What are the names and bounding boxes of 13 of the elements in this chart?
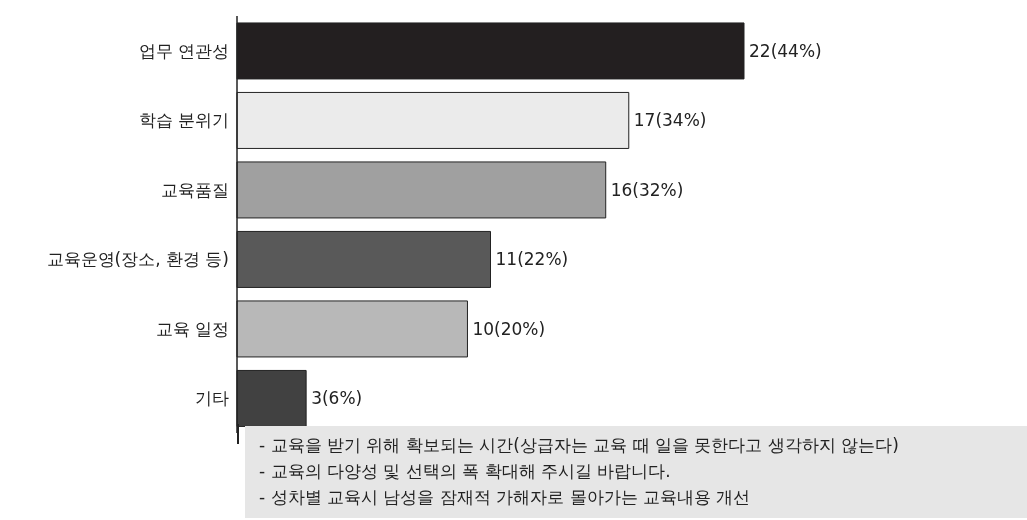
data-label: 16(32%): [610, 179, 684, 200]
data-label: 3(6%): [311, 388, 363, 409]
y-tick-label: 학습 분위기: [138, 110, 229, 131]
y-tick-label: 교육 일정: [155, 318, 229, 339]
y-tick-label: 교육운영(장소, 환경 등): [46, 249, 229, 270]
data-label: 10(20%): [472, 318, 546, 339]
y-tick-label: 업무 연관성: [138, 40, 229, 61]
data-label: 22(44%): [749, 40, 822, 61]
data-label: 17(34%): [633, 110, 707, 131]
note-box: - 교육을 받기 위해 확보되는 시간(상급자는 교육 때 일을 못한다고 생각하지 않는다) - 교육의 다양성 및 선택의 폭 확대해 주시길 바랍니다. - 성차별 교육시 남성을 잠재적 가해자로 몰아가는 교육내용 개선: [245, 426, 1027, 518]
y-tick-label: 교육품질: [161, 179, 229, 200]
y-tick-label: 기타: [195, 388, 229, 409]
data-label: 11(22%): [495, 249, 569, 270]
